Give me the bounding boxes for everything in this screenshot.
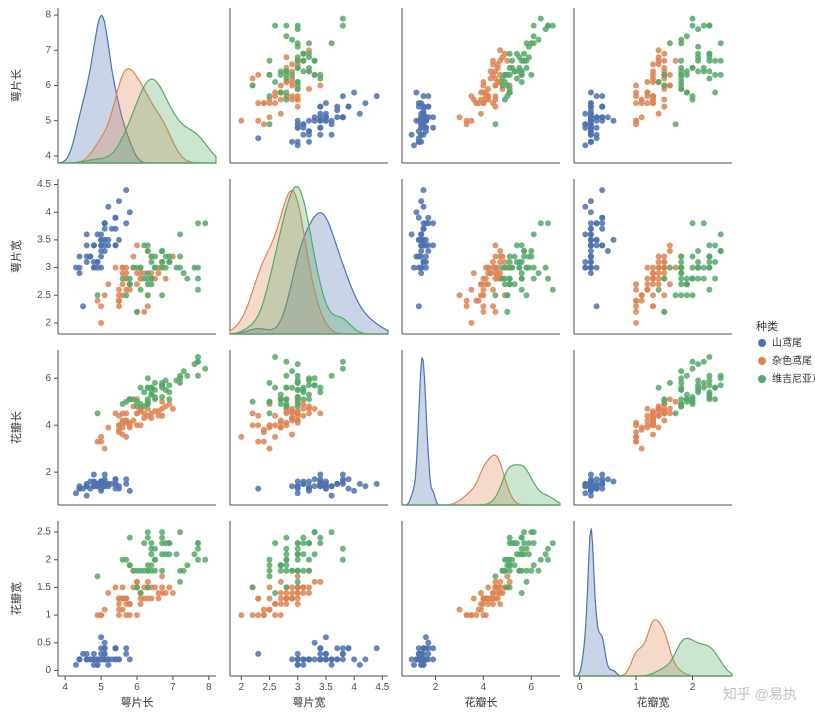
panel-r2-c3 <box>574 350 732 505</box>
svg-text:0.5: 0.5 <box>37 637 51 648</box>
legend-item-label: 杂色鸢尾 <box>772 354 812 367</box>
legend: 种类山鸢尾杂色鸢尾维吉尼亚鸢尾 <box>756 319 815 385</box>
svg-text:2: 2 <box>45 467 51 478</box>
panel-r2-c2 <box>402 350 560 505</box>
legend-swatch <box>758 375 766 383</box>
y-axis-label: 花瓣宽 <box>9 582 23 615</box>
x-axis-label: 花瓣长 <box>465 695 498 709</box>
svg-text:3: 3 <box>295 682 301 693</box>
svg-text:7: 7 <box>45 45 51 56</box>
svg-text:5: 5 <box>98 682 104 693</box>
svg-text:8: 8 <box>206 682 212 693</box>
legend-swatch <box>758 339 766 347</box>
panel-r3-c1: 2 2.5 3 3.5 4 4.5 萼片宽 <box>230 521 390 709</box>
svg-text:4: 4 <box>351 682 357 693</box>
legend-title: 种类 <box>756 319 778 333</box>
svg-text:2: 2 <box>433 682 439 693</box>
svg-text:3: 3 <box>45 262 51 273</box>
svg-text:4: 4 <box>45 207 51 218</box>
svg-text:1: 1 <box>45 610 51 621</box>
svg-text:1.5: 1.5 <box>37 582 51 593</box>
svg-text:2.5: 2.5 <box>37 527 51 538</box>
svg-text:2.5: 2.5 <box>37 290 51 301</box>
y-axis-label: 萼片长 <box>10 69 23 102</box>
panel-r0-c2 <box>402 8 560 163</box>
panel-r0-c3 <box>574 8 732 163</box>
svg-text:3.5: 3.5 <box>37 235 51 246</box>
panel-r1-c0: 2 2.5 3 3.5 4 4.5 萼片宽 <box>9 179 216 334</box>
svg-text:4.5: 4.5 <box>37 179 51 190</box>
panel-r3-c2: 2 4 6 花瓣长 <box>402 521 560 709</box>
svg-text:4: 4 <box>481 682 487 693</box>
pairplot: 4 5 6 7 8 萼片长 2 2.5 3 3.5 4 4.5 萼片宽 2 4 6 花瓣长 0 0.5 1 1.5 2 2.… <box>0 0 815 712</box>
svg-text:4: 4 <box>45 151 51 162</box>
panel-r1-c3 <box>574 179 732 334</box>
svg-text:7: 7 <box>170 682 176 693</box>
svg-text:0: 0 <box>577 682 583 693</box>
svg-text:5: 5 <box>45 115 51 126</box>
x-axis-label: 萼片长 <box>121 696 154 709</box>
svg-text:4.5: 4.5 <box>375 682 389 693</box>
svg-text:2: 2 <box>45 554 51 565</box>
panel-r2-c0: 2 4 6 花瓣长 <box>9 350 216 505</box>
legend-item-label: 山鸢尾 <box>772 336 802 349</box>
svg-text:6: 6 <box>528 682 534 693</box>
svg-text:4: 4 <box>45 420 51 431</box>
panel-r3-c0: 0 0.5 1 1.5 2 2.5 花瓣宽 4 5 6 7 8 萼片长 <box>9 521 216 709</box>
panel-r1-c1 <box>230 179 388 334</box>
svg-text:6: 6 <box>45 80 51 91</box>
panel-r3-c3: 0 1 2 花瓣宽 <box>574 521 732 709</box>
svg-text:2: 2 <box>45 318 51 329</box>
svg-text:0: 0 <box>45 665 51 676</box>
y-axis-label: 萼片宽 <box>9 240 23 273</box>
x-axis-label: 花瓣宽 <box>637 695 670 709</box>
svg-text:4: 4 <box>62 682 68 693</box>
panel-r1-c2 <box>402 179 560 334</box>
svg-text:2: 2 <box>239 682 245 693</box>
svg-text:6: 6 <box>45 373 51 384</box>
legend-swatch <box>758 357 766 365</box>
x-axis-label: 萼片宽 <box>293 695 326 709</box>
svg-text:1: 1 <box>633 682 639 693</box>
svg-text:2: 2 <box>690 682 696 693</box>
panel-r0-c1 <box>230 8 388 163</box>
y-axis-label: 花瓣长 <box>9 411 23 444</box>
panel-r2-c1 <box>230 350 388 505</box>
panel-r0-c0: 4 5 6 7 8 萼片长 <box>10 8 216 163</box>
svg-text:3.5: 3.5 <box>319 682 333 693</box>
svg-text:6: 6 <box>134 682 140 693</box>
svg-text:2.5: 2.5 <box>263 682 277 693</box>
legend-item-label: 维吉尼亚鸢尾 <box>772 372 815 385</box>
svg-text:8: 8 <box>45 10 51 21</box>
